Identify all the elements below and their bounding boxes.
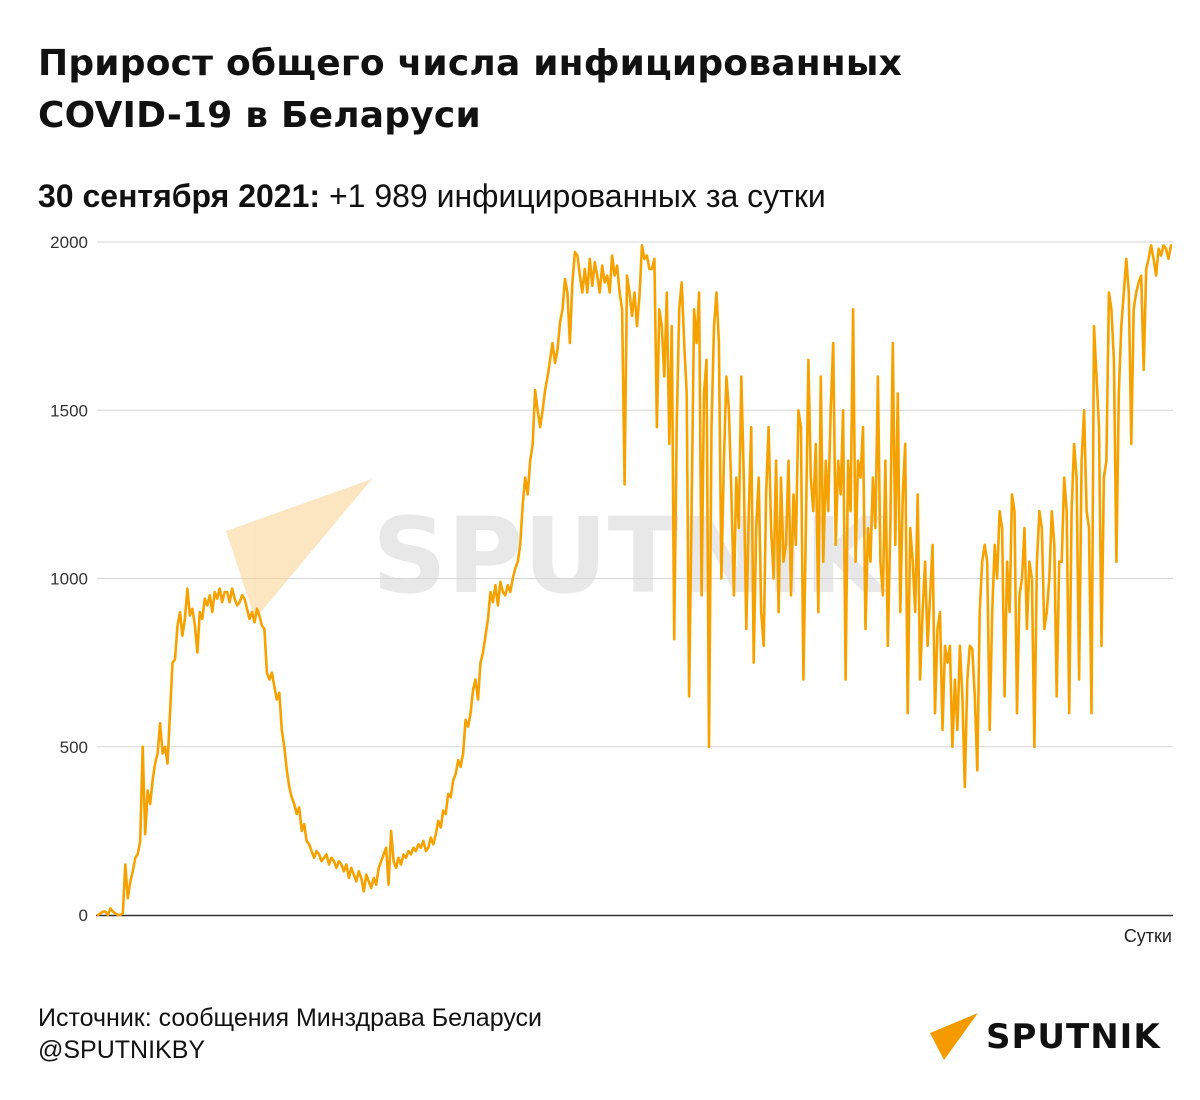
y-axis-ticks: 0 500 1000 1500 2000 — [50, 233, 88, 925]
title-line-2: COVID-19 в Беларуси — [38, 95, 481, 136]
y-tick-label: 1000 — [50, 570, 88, 589]
source-note: Источник: сообщения Минздрава Беларуси — [38, 1004, 543, 1032]
footer: Источник: сообщения Минздрава Беларуси @… — [38, 1002, 542, 1066]
watermark-rocket-icon — [226, 479, 372, 619]
subtitle-text: +1 989 инфицированных за сутки — [320, 178, 826, 214]
y-tick-label: 500 — [60, 738, 88, 757]
watermark-text: SPUTNIK — [372, 495, 888, 617]
y-tick-label: 0 — [79, 906, 88, 925]
series-line — [96, 244, 1173, 917]
y-tick-label: 2000 — [50, 233, 88, 252]
chart-subtitle: 30 сентября 2021: +1 989 инфицированных … — [38, 176, 826, 216]
chart-title: Прирост общего числа инфицированных COVI… — [38, 38, 1038, 142]
sputnik-logo: SPUTNIK — [928, 1012, 1168, 1062]
title-line-1: Прирост общего числа инфицированных — [38, 43, 903, 84]
sputnik-logo-icon — [930, 1013, 978, 1060]
subtitle-date: 30 сентября 2021: — [38, 178, 321, 214]
x-axis-label: Сутки — [1124, 926, 1172, 946]
line-chart: SPUTNIK 0 500 1000 1500 2000 Сутки — [50, 233, 1173, 946]
logo-text: SPUTNIK — [986, 1017, 1161, 1057]
y-tick-label: 1500 — [50, 401, 88, 420]
social-handle: @SPUTNIKBY — [38, 1036, 206, 1064]
